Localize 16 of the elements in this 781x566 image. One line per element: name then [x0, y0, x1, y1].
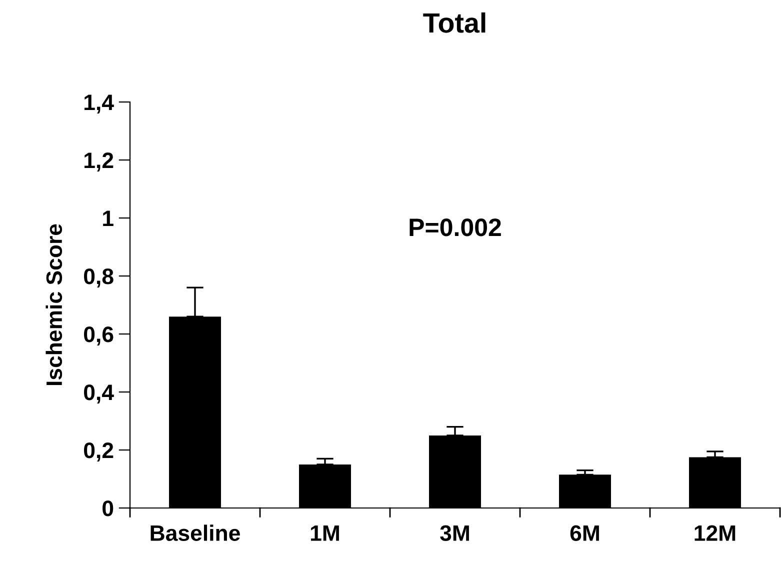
y-tick-label: 0,4: [84, 384, 114, 404]
y-tick-label: 0,2: [84, 442, 114, 462]
chart-title: Total: [423, 12, 486, 33]
y-tick-label: 1,2: [84, 152, 114, 172]
y-tick-label: 1,4: [84, 94, 114, 114]
x-tick-label: 12M: [694, 525, 736, 541]
x-tick-label: 1M: [310, 525, 339, 541]
x-tick-label: 3M: [440, 525, 469, 542]
y-tick-label: 0,8: [84, 268, 114, 288]
y-axis-title: Ischemic Score: [46, 224, 62, 386]
x-tick-label: Baseline: [150, 524, 240, 541]
y-tick-label: 0,6: [84, 326, 114, 346]
y-tick-label: 1: [103, 210, 114, 226]
y-tick-label: 0: [102, 500, 114, 516]
annotation: P=0.002: [410, 218, 501, 236]
x-tick-label: 6M: [570, 525, 599, 541]
